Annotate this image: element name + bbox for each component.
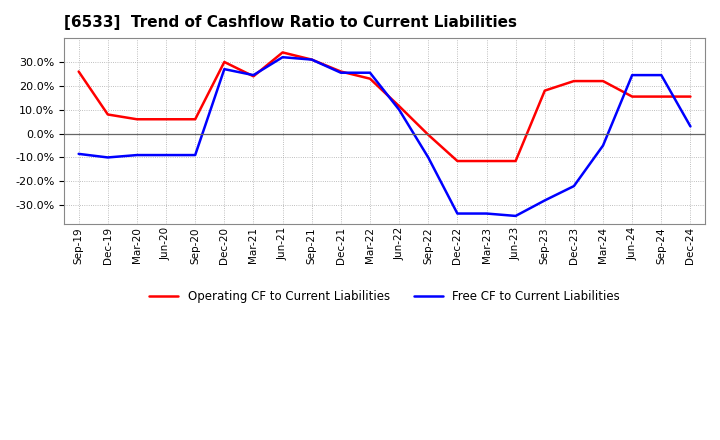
Operating CF to Current Liabilities (220, 59, 229, 65)
Operating CF to Current Liabilities (162, 117, 171, 122)
Free CF to Current Liabilities (424, 155, 433, 160)
Operating CF to Current Liabilities (191, 117, 199, 122)
Operating CF to Current Liabilities (104, 112, 112, 117)
Operating CF to Current Liabilities (395, 103, 403, 109)
Operating CF to Current Liabilities (482, 158, 491, 164)
Free CF to Current Liabilities (162, 152, 171, 158)
Operating CF to Current Liabilities (424, 132, 433, 137)
Free CF to Current Liabilities (453, 211, 462, 216)
Operating CF to Current Liabilities (249, 73, 258, 79)
Free CF to Current Liabilities (220, 66, 229, 72)
Free CF to Current Liabilities (686, 124, 695, 129)
Free CF to Current Liabilities (132, 152, 141, 158)
Free CF to Current Liabilities (628, 73, 636, 78)
Operating CF to Current Liabilities (453, 158, 462, 164)
Free CF to Current Liabilities (278, 55, 287, 60)
Free CF to Current Liabilities (336, 70, 345, 75)
Text: [6533]  Trend of Cashflow Ratio to Current Liabilities: [6533] Trend of Cashflow Ratio to Curren… (64, 15, 517, 30)
Free CF to Current Liabilities (307, 57, 316, 62)
Operating CF to Current Liabilities (628, 94, 636, 99)
Operating CF to Current Liabilities (686, 94, 695, 99)
Free CF to Current Liabilities (541, 198, 549, 203)
Line: Free CF to Current Liabilities: Free CF to Current Liabilities (78, 57, 690, 216)
Free CF to Current Liabilities (599, 143, 608, 148)
Operating CF to Current Liabilities (541, 88, 549, 93)
Legend: Operating CF to Current Liabilities, Free CF to Current Liabilities: Operating CF to Current Liabilities, Fre… (144, 285, 625, 308)
Operating CF to Current Liabilities (366, 76, 374, 81)
Free CF to Current Liabilities (657, 73, 665, 78)
Operating CF to Current Liabilities (599, 78, 608, 84)
Free CF to Current Liabilities (249, 73, 258, 78)
Free CF to Current Liabilities (570, 183, 578, 189)
Free CF to Current Liabilities (395, 107, 403, 112)
Operating CF to Current Liabilities (511, 158, 520, 164)
Operating CF to Current Liabilities (132, 117, 141, 122)
Free CF to Current Liabilities (482, 211, 491, 216)
Free CF to Current Liabilities (191, 152, 199, 158)
Operating CF to Current Liabilities (336, 69, 345, 74)
Operating CF to Current Liabilities (657, 94, 665, 99)
Free CF to Current Liabilities (74, 151, 83, 157)
Operating CF to Current Liabilities (570, 78, 578, 84)
Free CF to Current Liabilities (511, 213, 520, 219)
Operating CF to Current Liabilities (74, 69, 83, 74)
Line: Operating CF to Current Liabilities: Operating CF to Current Liabilities (78, 52, 690, 161)
Free CF to Current Liabilities (104, 155, 112, 160)
Operating CF to Current Liabilities (278, 50, 287, 55)
Free CF to Current Liabilities (366, 70, 374, 75)
Operating CF to Current Liabilities (307, 57, 316, 62)
